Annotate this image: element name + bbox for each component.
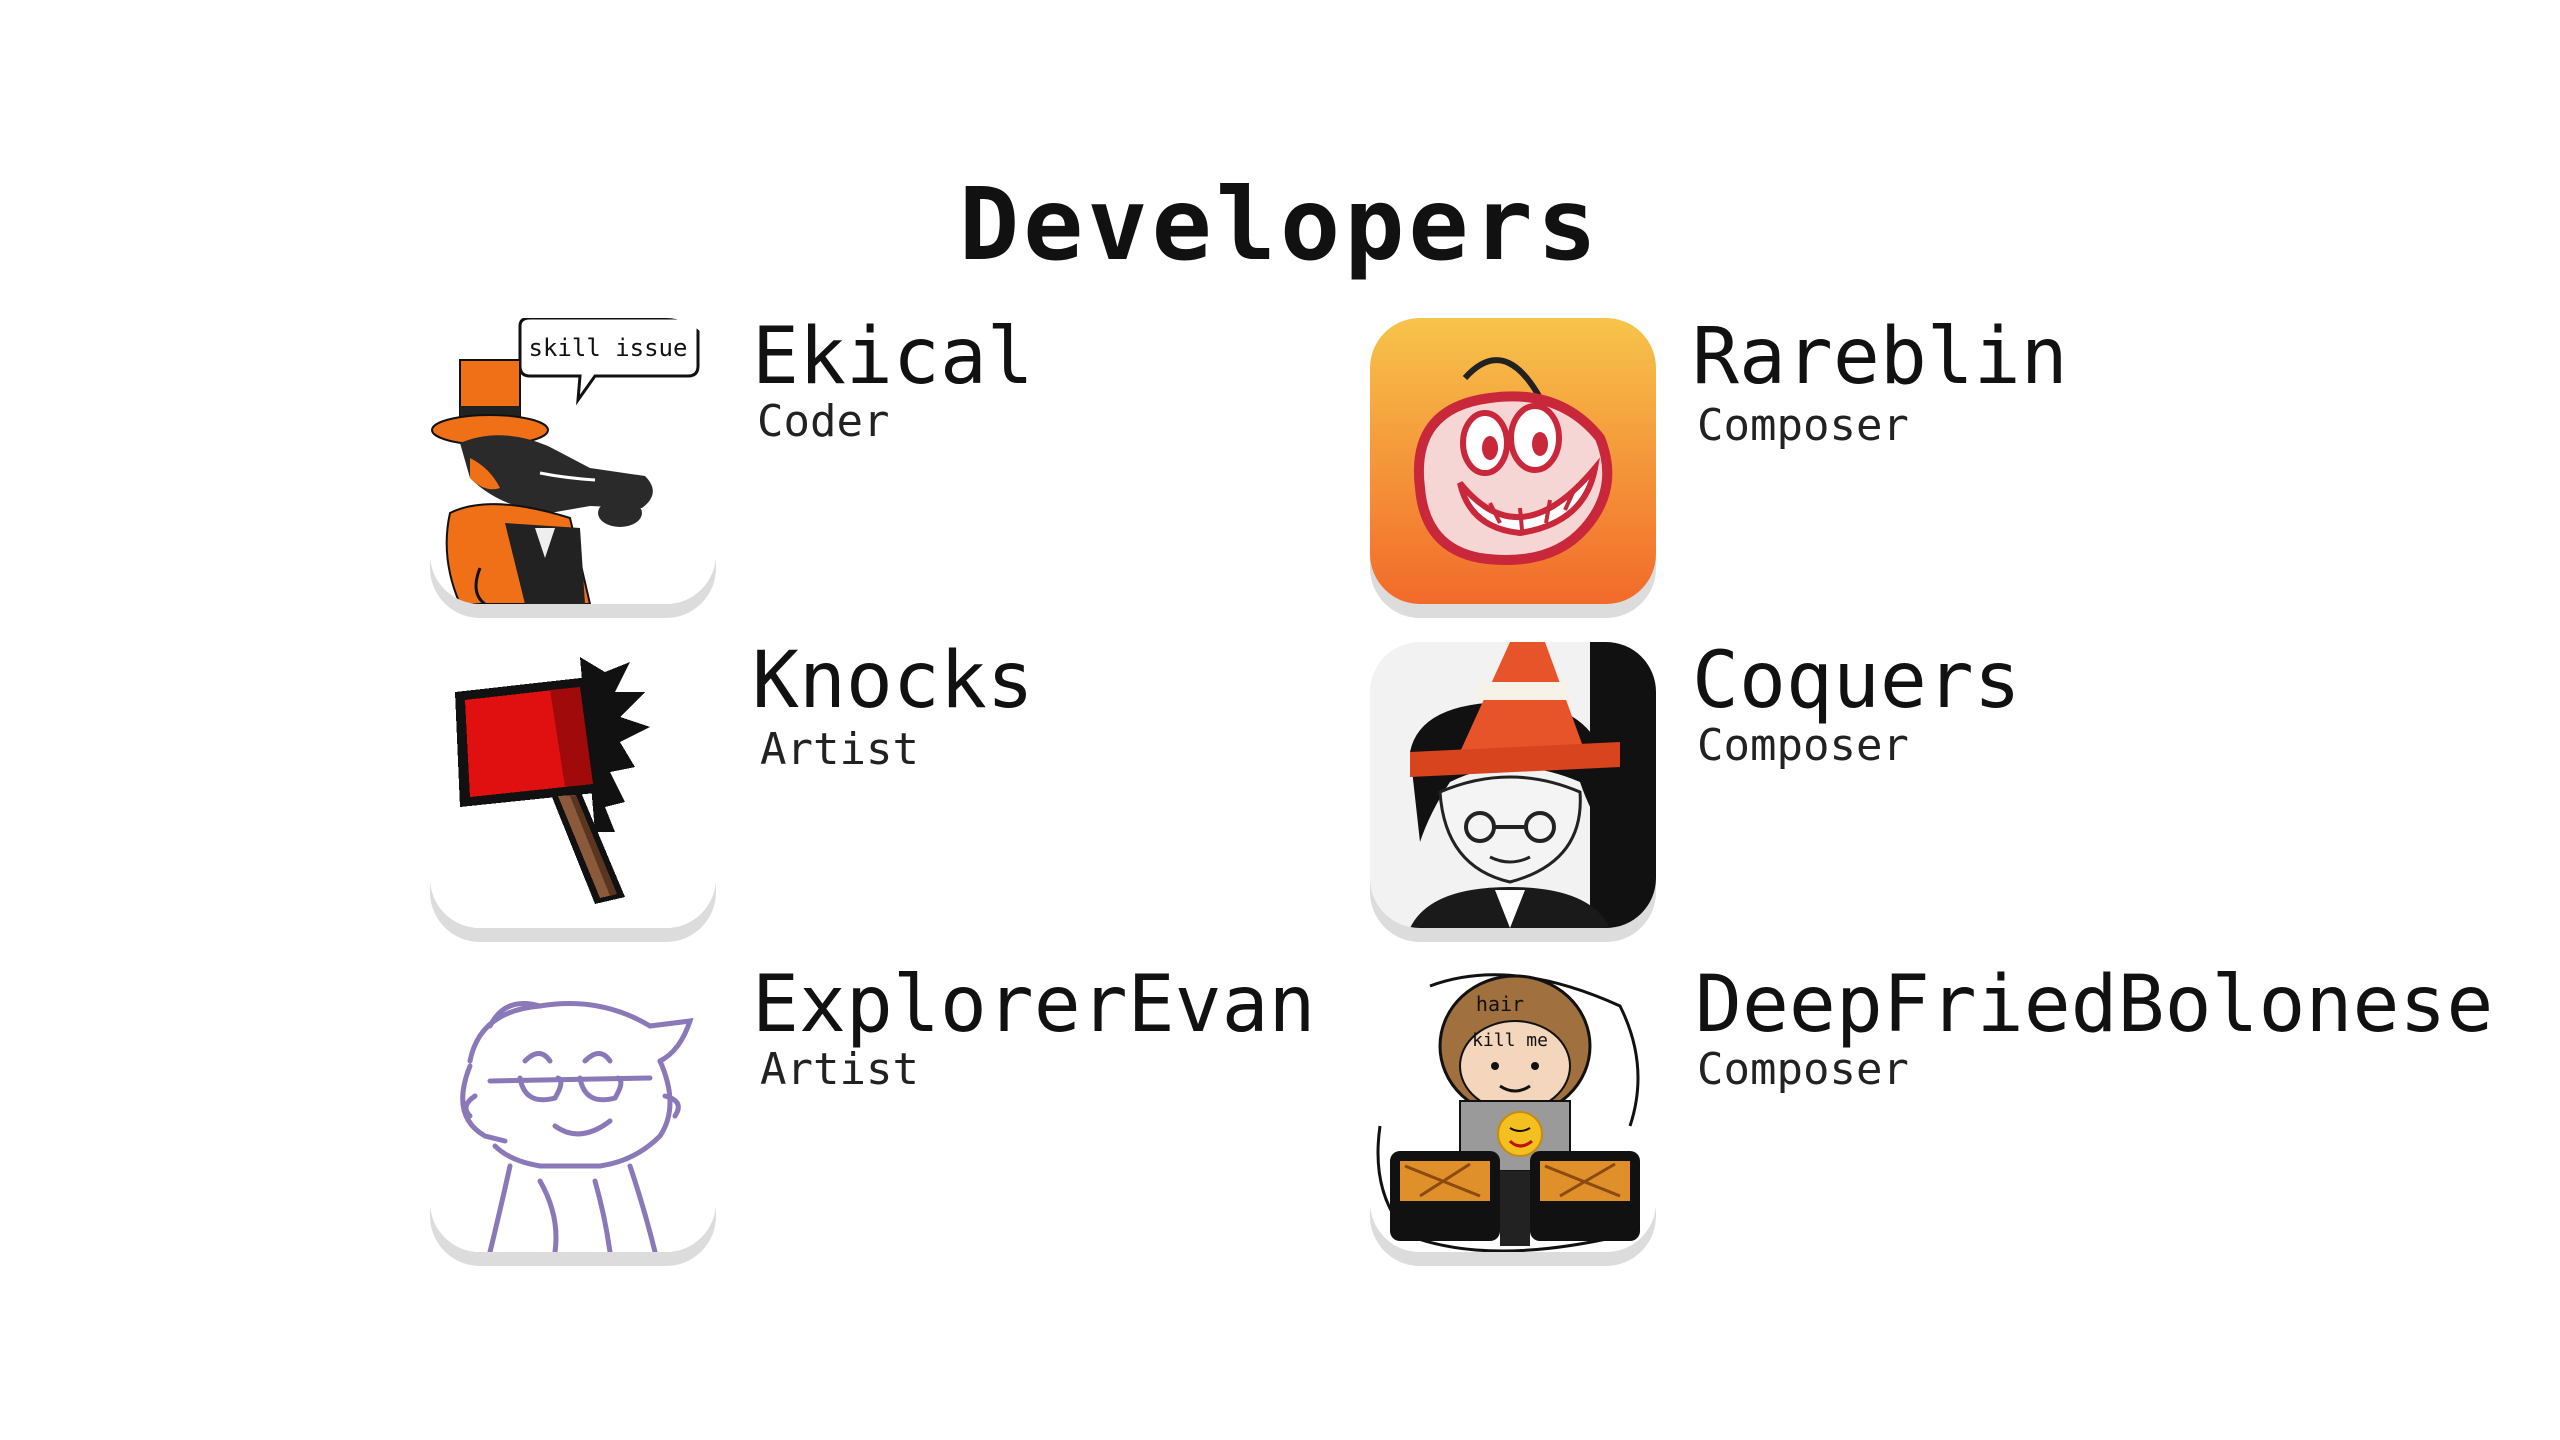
purple-sketch-character-icon bbox=[430, 966, 716, 1252]
traffic-cone-character-icon bbox=[1370, 642, 1656, 928]
developer-name: ExplorerEvan bbox=[752, 960, 1316, 1050]
developer-role: Artist bbox=[760, 1044, 919, 1095]
developer-name: Ekical bbox=[752, 312, 1034, 402]
hair-text: hair bbox=[1476, 992, 1524, 1016]
developer-role: Artist bbox=[760, 724, 919, 775]
air-fryer-character-icon: hair kill me bbox=[1370, 966, 1656, 1252]
grinning-mouth-logo-icon bbox=[1370, 318, 1656, 604]
developer-role: Composer bbox=[1697, 720, 1909, 771]
avatar: hair kill me bbox=[1370, 966, 1656, 1252]
page-title: Developers bbox=[958, 166, 1602, 283]
developer-name: Rareblin bbox=[1692, 312, 2068, 402]
orange-fox-top-hat-icon: skill issue bbox=[430, 318, 716, 604]
developer-role: Composer bbox=[1697, 1044, 1909, 1095]
developer-name: Knocks bbox=[752, 636, 1034, 726]
speech-bubble-text: skill issue bbox=[529, 334, 688, 362]
avatar: skill issue bbox=[430, 318, 716, 604]
developer-name: DeepFriedBolonese bbox=[1695, 960, 2494, 1050]
developer-role: Composer bbox=[1697, 400, 1909, 451]
avatar bbox=[430, 966, 716, 1252]
red-axe-icon bbox=[430, 642, 716, 928]
avatar bbox=[1370, 318, 1656, 604]
sign-text: kill me bbox=[1472, 1030, 1548, 1051]
avatar bbox=[1370, 642, 1656, 928]
developer-role: Coder bbox=[757, 396, 890, 447]
avatar bbox=[430, 642, 716, 928]
developer-name: Coquers bbox=[1692, 636, 2021, 726]
